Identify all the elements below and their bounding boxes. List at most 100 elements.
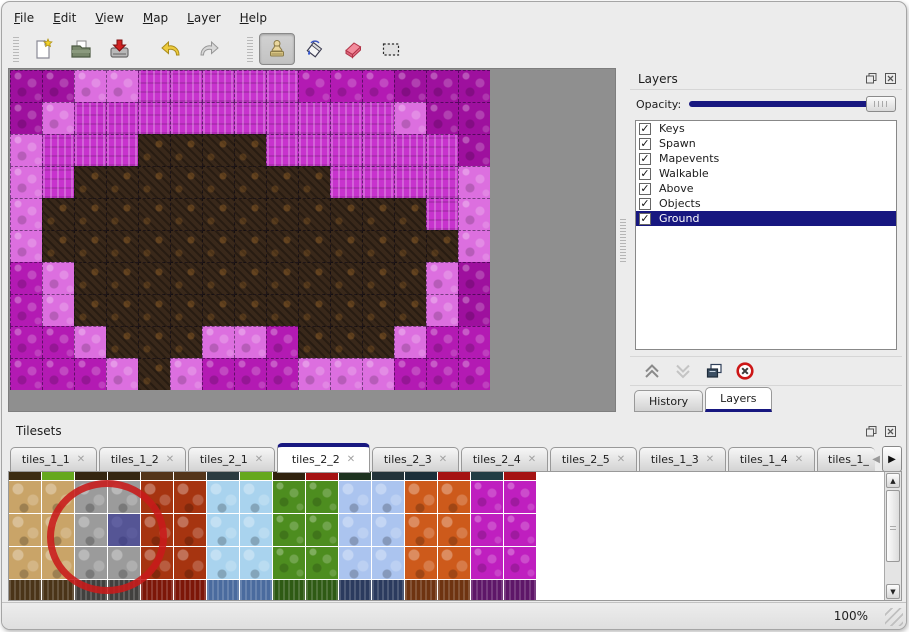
map-tile[interactable] bbox=[74, 134, 106, 166]
map-tile[interactable] bbox=[266, 102, 298, 134]
tileset-canvas[interactable]: ▲ ▼ bbox=[8, 471, 902, 601]
tileset-tile[interactable] bbox=[471, 514, 503, 546]
layer-row-spawn[interactable]: ✓ Spawn bbox=[636, 136, 896, 151]
map-tile[interactable] bbox=[42, 166, 74, 198]
map-tile[interactable] bbox=[138, 294, 170, 326]
tab-close-icon[interactable]: ✕ bbox=[616, 454, 626, 465]
tileset-tab-tiles_2_1[interactable]: tiles_2_1 ✕ bbox=[188, 447, 275, 472]
map-tile[interactable] bbox=[42, 358, 74, 390]
map-tile[interactable] bbox=[298, 198, 330, 230]
map-tile[interactable] bbox=[362, 294, 394, 326]
map-tile[interactable] bbox=[74, 198, 106, 230]
resize-grip[interactable] bbox=[885, 608, 903, 626]
map-tile[interactable] bbox=[74, 166, 106, 198]
map-tile[interactable] bbox=[138, 134, 170, 166]
map-tile[interactable] bbox=[170, 102, 202, 134]
layer-visibility-checkbox[interactable]: ✓ bbox=[639, 182, 651, 195]
map-tile[interactable] bbox=[138, 358, 170, 390]
tileset-tile[interactable] bbox=[273, 481, 305, 513]
map-tile[interactable] bbox=[74, 70, 106, 102]
tileset-tile[interactable] bbox=[141, 580, 173, 600]
map-tile[interactable] bbox=[202, 102, 234, 134]
layer-row-walkable[interactable]: ✓ Walkable bbox=[636, 166, 896, 181]
map-tile[interactable] bbox=[362, 358, 394, 390]
map-tile[interactable] bbox=[234, 358, 266, 390]
map-tile[interactable] bbox=[202, 230, 234, 262]
map-tile[interactable] bbox=[266, 198, 298, 230]
duplicate-layer-button[interactable] bbox=[704, 361, 724, 381]
map-tile[interactable] bbox=[106, 358, 138, 390]
toolbar-handle[interactable] bbox=[247, 36, 253, 62]
menu-item-map[interactable]: Map bbox=[142, 11, 169, 25]
map-tile[interactable] bbox=[426, 102, 458, 134]
map-tile[interactable] bbox=[362, 230, 394, 262]
map-tile[interactable] bbox=[74, 262, 106, 294]
map-tile[interactable] bbox=[170, 262, 202, 294]
tileset-tile[interactable] bbox=[471, 547, 503, 579]
map-tile[interactable] bbox=[138, 70, 170, 102]
map-tile[interactable] bbox=[426, 198, 458, 230]
map-tile[interactable] bbox=[106, 326, 138, 358]
map-tile[interactable] bbox=[138, 166, 170, 198]
tileset-tile[interactable] bbox=[438, 514, 470, 546]
tileset-tile-partial[interactable] bbox=[141, 472, 173, 480]
map-tile[interactable] bbox=[170, 294, 202, 326]
tab-close-icon[interactable]: ✕ bbox=[165, 454, 175, 465]
map-tile[interactable] bbox=[298, 134, 330, 166]
undo-button[interactable] bbox=[153, 33, 189, 65]
tileset-tab-tiles_2_5[interactable]: tiles_2_5 ✕ bbox=[550, 447, 637, 472]
map-tile[interactable] bbox=[138, 262, 170, 294]
map-tile[interactable] bbox=[426, 262, 458, 294]
tileset-tile[interactable] bbox=[207, 514, 239, 546]
map-tile[interactable] bbox=[10, 102, 42, 134]
tab-scroll-right-button[interactable]: ▶ bbox=[882, 446, 902, 472]
tileset-tile-partial[interactable] bbox=[372, 472, 404, 480]
map-tile[interactable] bbox=[426, 326, 458, 358]
raise-layer-button[interactable] bbox=[642, 361, 662, 381]
tileset-tile[interactable] bbox=[438, 547, 470, 579]
tileset-tile[interactable] bbox=[207, 547, 239, 579]
map-tile[interactable] bbox=[458, 358, 490, 390]
map-tile[interactable] bbox=[266, 70, 298, 102]
map-scroll-area[interactable] bbox=[8, 68, 616, 412]
tileset-tile[interactable] bbox=[504, 580, 536, 600]
map-tile[interactable] bbox=[138, 230, 170, 262]
tileset-tile-partial[interactable] bbox=[174, 472, 206, 480]
tileset-tile-partial[interactable] bbox=[9, 472, 41, 480]
map-tile[interactable] bbox=[298, 326, 330, 358]
layer-visibility-checkbox[interactable]: ✓ bbox=[639, 137, 651, 150]
tileset-tile-partial[interactable] bbox=[438, 472, 470, 480]
map-tile[interactable] bbox=[426, 358, 458, 390]
layer-row-keys[interactable]: ✓ Keys bbox=[636, 121, 896, 136]
menu-item-layer[interactable]: Layer bbox=[187, 11, 221, 25]
map-tile[interactable] bbox=[426, 230, 458, 262]
tileset-tile[interactable] bbox=[273, 580, 305, 600]
map-tile[interactable] bbox=[106, 294, 138, 326]
tab-close-icon[interactable]: ✕ bbox=[705, 454, 715, 465]
map-tile[interactable] bbox=[202, 358, 234, 390]
layer-visibility-checkbox[interactable]: ✓ bbox=[639, 197, 651, 210]
tileset-tile[interactable] bbox=[339, 481, 371, 513]
eraser-tool-button[interactable] bbox=[335, 33, 371, 65]
stamp-tool-button[interactable] bbox=[259, 33, 295, 65]
map-tile[interactable] bbox=[330, 294, 362, 326]
tileset-tile-partial[interactable] bbox=[504, 472, 536, 480]
tileset-tile[interactable] bbox=[504, 481, 536, 513]
map-tile[interactable] bbox=[362, 166, 394, 198]
map-tile[interactable] bbox=[458, 134, 490, 166]
scrollbar-thumb[interactable] bbox=[886, 490, 900, 562]
tab-close-icon[interactable]: ✕ bbox=[76, 454, 86, 465]
map-tile[interactable] bbox=[362, 326, 394, 358]
map-tile[interactable] bbox=[266, 262, 298, 294]
map-tile[interactable] bbox=[170, 134, 202, 166]
map-tile[interactable] bbox=[234, 134, 266, 166]
map-tile[interactable] bbox=[234, 70, 266, 102]
tileset-tile[interactable] bbox=[339, 580, 371, 600]
layer-row-above[interactable]: ✓ Above bbox=[636, 181, 896, 196]
tileset-tile[interactable] bbox=[372, 514, 404, 546]
map-tile[interactable] bbox=[234, 326, 266, 358]
map-tile[interactable] bbox=[234, 166, 266, 198]
tileset-tile[interactable] bbox=[9, 580, 41, 600]
rect-select-tool-button[interactable] bbox=[373, 33, 409, 65]
tileset-tab-tiles_1_[interactable]: tiles_1_ bbox=[817, 447, 875, 472]
